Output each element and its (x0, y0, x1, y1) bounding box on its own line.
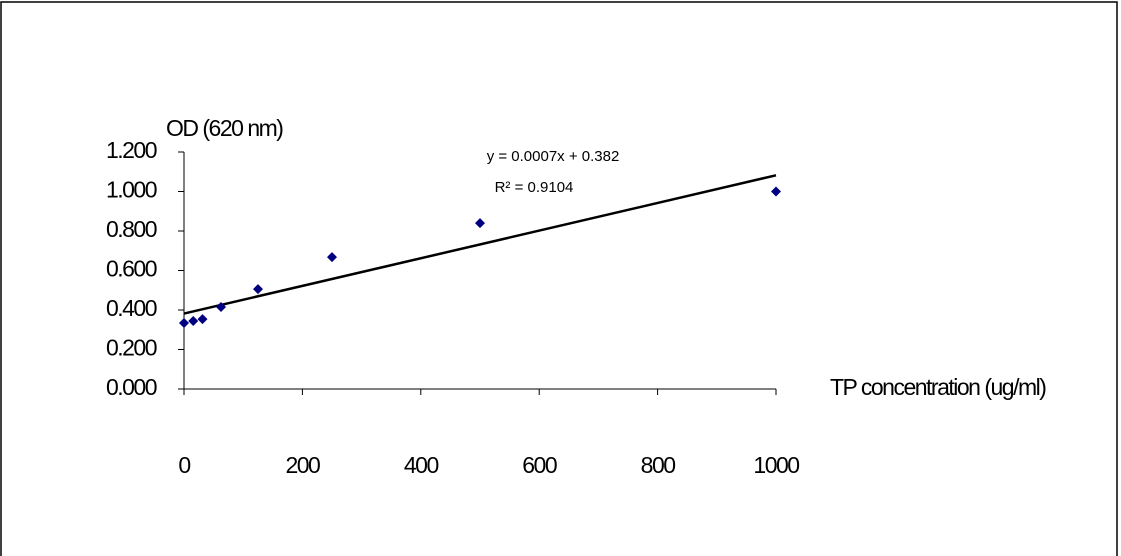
data-point (771, 186, 781, 197)
x-tick-label: 400 (404, 452, 439, 478)
y-axis-title: OD (620 nm) (166, 115, 283, 141)
data-point (179, 318, 189, 329)
data-point (475, 218, 485, 229)
x-tick-label: 600 (522, 452, 557, 478)
y-tick-label: 1.200 (106, 137, 157, 163)
y-tick-label: 0.600 (106, 256, 157, 282)
y-tick-label: 1.000 (106, 177, 157, 203)
trendline (183, 174, 777, 315)
y-tick-label: 0.200 (106, 335, 157, 361)
y-tick-label: 0.000 (106, 374, 157, 400)
x-tick-label: 800 (641, 452, 676, 478)
data-point (253, 284, 263, 295)
data-point (197, 314, 208, 325)
trendline-r-squared: R² = 0.9104 (495, 179, 574, 196)
x-axis-title: TP concentration (ug/ml) (830, 374, 1046, 400)
data-point (327, 252, 337, 263)
data-point (216, 302, 226, 313)
x-tick-label: 1000 (753, 452, 799, 478)
y-tick-label: 0.400 (106, 295, 157, 321)
data-point (188, 316, 199, 327)
trendline-equation: y = 0.0007x + 0.382 (487, 148, 620, 165)
y-tick-label: 0.800 (106, 216, 157, 242)
x-tick-label: 0 (178, 452, 190, 478)
x-tick-label: 200 (285, 452, 320, 478)
